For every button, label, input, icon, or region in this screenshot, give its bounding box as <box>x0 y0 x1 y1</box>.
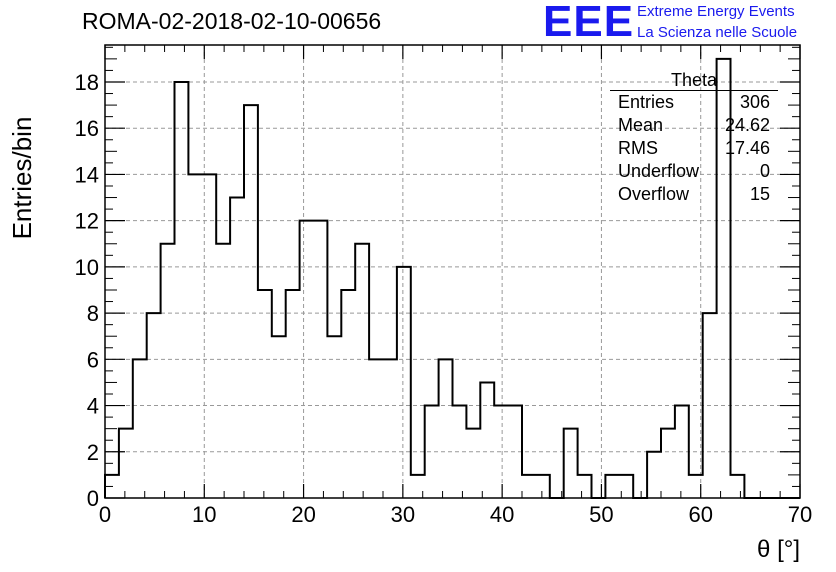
x-tick-label: 50 <box>589 502 613 527</box>
y-tick-label: 6 <box>87 347 99 372</box>
stat-label: Underflow <box>618 161 700 181</box>
x-tick-label: 40 <box>490 502 514 527</box>
stat-value: 0 <box>759 161 770 181</box>
y-tick-label: 14 <box>75 162 99 187</box>
stat-value: 24.62 <box>724 115 770 135</box>
stat-value: 17.46 <box>724 138 770 158</box>
x-tick-label: 30 <box>391 502 415 527</box>
x-tick-label: 10 <box>192 502 216 527</box>
histogram-outline <box>104 57 800 499</box>
stat-row-entries: Entries 306 <box>610 91 778 114</box>
stat-value: 15 <box>749 184 770 204</box>
y-tick-label: 16 <box>75 116 99 141</box>
stat-row-underflow: Underflow 0 <box>610 160 778 183</box>
x-tick-label: 20 <box>291 502 315 527</box>
y-tick-label: 8 <box>87 301 99 326</box>
eee-logo: EEE <box>543 0 635 46</box>
stat-row-overflow: Overflow 15 <box>610 183 778 206</box>
y-tick-label: 2 <box>87 440 99 465</box>
y-axis-label: Entries/bin <box>7 117 37 240</box>
stat-label: RMS <box>618 138 658 158</box>
stat-row-rms: RMS 17.46 <box>610 137 778 160</box>
x-tick-labels: 0 10 20 30 40 50 60 70 <box>99 502 812 527</box>
y-tick-label: 18 <box>75 70 99 95</box>
x-tick-label: 70 <box>788 502 812 527</box>
plot-frame <box>104 44 801 499</box>
y-tick-labels: 0 2 4 6 8 10 12 14 16 18 <box>75 70 99 511</box>
stat-label: Mean <box>618 115 664 135</box>
x-axis-label: θ [°] <box>757 536 800 563</box>
x-tick-label: 0 <box>99 502 111 527</box>
grid-lines <box>105 45 800 498</box>
logo-line-1: Extreme Energy Events <box>637 3 795 20</box>
y-tick-label: 0 <box>87 486 99 511</box>
axis-ticks <box>104 45 801 499</box>
x-tick-label: 60 <box>688 502 712 527</box>
stat-value: 306 <box>739 92 770 112</box>
stats-box: Theta Entries 306 Mean 24.62 RMS 17.46 U… <box>610 70 778 206</box>
logo-line-2: La Scienza nelle Scuole <box>637 24 798 41</box>
stat-label: Overflow <box>618 184 690 204</box>
stat-row-mean: Mean 24.62 <box>610 114 778 137</box>
stats-title: Theta <box>610 70 778 91</box>
stat-label: Entries <box>618 92 675 112</box>
y-tick-label: 4 <box>87 394 99 419</box>
y-tick-label: 12 <box>75 209 99 234</box>
run-title: ROMA-02-2018-02-10-00656 <box>82 8 382 34</box>
y-tick-label: 10 <box>75 255 99 280</box>
